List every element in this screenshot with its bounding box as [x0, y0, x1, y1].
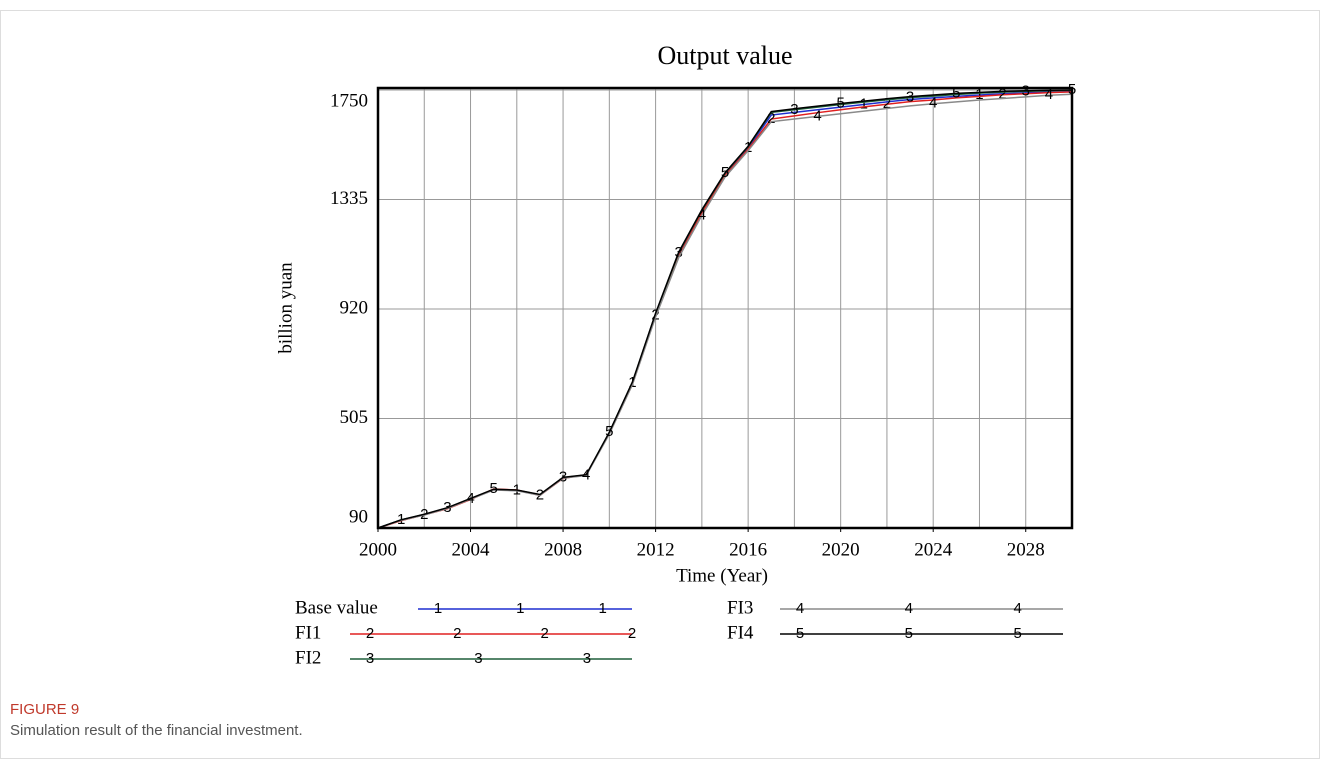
plot-frame: [376, 86, 1074, 530]
series-marker: 5: [605, 423, 613, 440]
legend-marker: 5: [796, 625, 804, 642]
series-marker: 4: [929, 95, 937, 112]
legend-marker: 3: [366, 650, 374, 667]
series-marker: 5: [721, 164, 729, 181]
legend-marker: 2: [628, 625, 636, 642]
caption: Simulation result of the financial inves…: [10, 722, 303, 739]
legend-label: FI4: [727, 622, 754, 643]
series-marker: 2: [998, 86, 1006, 103]
x-tick-label: 2008: [544, 539, 582, 560]
series-line: [377, 91, 1073, 529]
x-tick-label: 2024: [914, 539, 953, 560]
series-marker: 5: [489, 480, 497, 497]
legend-label: FI2: [295, 647, 321, 668]
chart-title: Output value: [657, 41, 792, 70]
y-tick-label: 1335: [330, 188, 368, 209]
series-marker: 1: [860, 95, 868, 112]
series-marker: 4: [813, 107, 821, 124]
legend-marker: 2: [453, 625, 461, 642]
legend-marker: 2: [366, 625, 374, 642]
x-axis-label: Time (Year): [676, 565, 768, 586]
x-tick-label: 2016: [729, 539, 767, 560]
legend-label: Base value: [295, 597, 378, 618]
y-tick-label: 90: [349, 506, 368, 527]
y-tick-label: 920: [340, 297, 369, 318]
series-marker: 4: [1045, 86, 1053, 103]
series-marker: 1: [975, 86, 983, 103]
legend-marker: 3: [583, 650, 591, 667]
series-line: [377, 90, 1073, 529]
legend-marker: 5: [1014, 625, 1022, 642]
series-marker: 4: [698, 206, 706, 223]
figure-label: FIGURE 9: [10, 701, 79, 718]
series-line: [377, 89, 1073, 529]
legend-marker: 4: [1014, 600, 1022, 617]
series-marker: 5: [952, 84, 960, 101]
legend-marker: 4: [905, 600, 913, 617]
legend-marker: 4: [796, 600, 804, 617]
x-tick-label: 2004: [452, 539, 491, 560]
figure-frame: [0, 10, 1320, 759]
x-tick-label: 2028: [1007, 539, 1045, 560]
series-marker: 2: [883, 95, 891, 112]
series-marker: 2: [767, 110, 775, 127]
legend-marker: 3: [474, 650, 482, 667]
series-marker: 5: [836, 94, 844, 111]
legend-marker: 5: [905, 625, 913, 642]
y-axis-label: billion yuan: [275, 262, 296, 354]
legend-marker: 1: [516, 600, 524, 617]
legend-marker: 1: [434, 600, 442, 617]
y-tick-label: 505: [340, 407, 369, 428]
y-tick-label: 1750: [330, 90, 368, 111]
legend-label: FI3: [727, 597, 753, 618]
x-tick-label: 2000: [359, 539, 397, 560]
legend-marker: 2: [540, 625, 548, 642]
x-tick-label: 2020: [822, 539, 860, 560]
legend-marker: 1: [598, 600, 606, 617]
legend-label: FI1: [295, 622, 321, 643]
series-line: [377, 93, 1073, 529]
x-tick-label: 2012: [637, 539, 675, 560]
